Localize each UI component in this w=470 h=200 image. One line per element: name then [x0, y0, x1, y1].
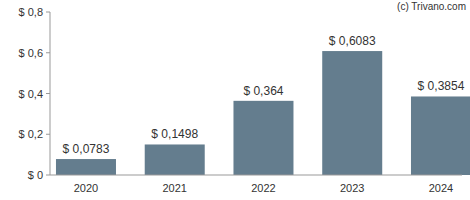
y-tick-label: $ 0,8: [19, 6, 43, 18]
data-label: $ 0,364: [243, 84, 283, 98]
bar: [322, 51, 382, 175]
bar: [56, 159, 116, 175]
y-tick-label: $ 0,4: [19, 88, 43, 100]
y-tick-label: $ 0,2: [19, 128, 43, 140]
y-tick: [46, 134, 50, 135]
y-tick: [46, 175, 50, 176]
x-axis: [50, 175, 462, 176]
x-tick-label: 2024: [429, 182, 453, 194]
x-tick-label: 2020: [74, 182, 98, 194]
y-tick: [46, 52, 50, 53]
data-label: $ 0,3854: [418, 79, 465, 93]
y-tick: [46, 93, 50, 94]
x-tick-label: 2023: [340, 182, 364, 194]
chart: $ 0 $ 0,2 $ 0,4 $ 0,6 $ 0,8 2020 2021 2022 2023 2…: [0, 0, 470, 200]
bar: [145, 144, 205, 175]
x-tick-label: 2021: [162, 182, 186, 194]
data-label: $ 0,1498: [151, 127, 198, 141]
data-label: $ 0,0783: [63, 142, 110, 156]
y-axis: [50, 12, 51, 175]
data-label: $ 0,6083: [329, 34, 376, 48]
x-tick-label: 2022: [251, 182, 275, 194]
y-tick-label: $ 0,6: [19, 47, 43, 59]
y-tick-label: $ 0: [28, 169, 43, 181]
y-tick: [46, 12, 50, 13]
bar: [411, 96, 470, 175]
annotation: (c) Trivano.com: [397, 1, 466, 12]
bar: [233, 101, 293, 175]
